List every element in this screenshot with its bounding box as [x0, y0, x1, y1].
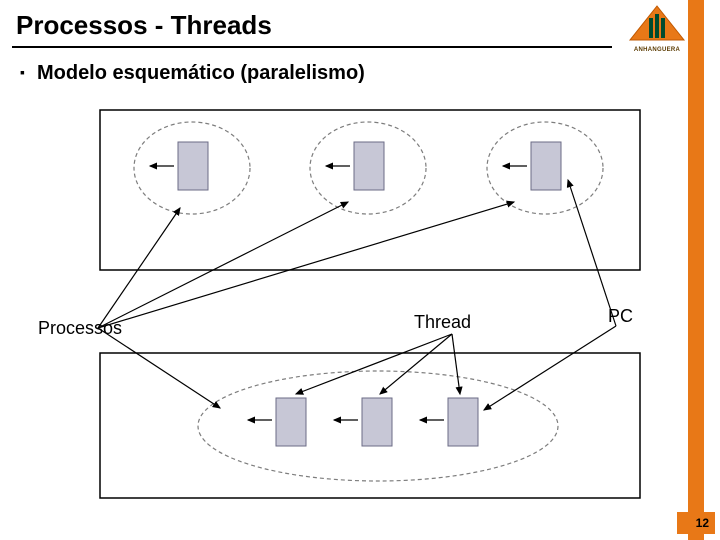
slide: Processos - Threads Modelo esquemático (… — [0, 0, 720, 540]
label-pc: PC — [608, 306, 633, 327]
page-title: Processos - Threads — [16, 10, 272, 41]
title-rule — [12, 46, 612, 48]
brand-logo: ANHANGUERA — [626, 4, 688, 54]
subtitle-bullet: Modelo esquemático (paralelismo) — [20, 62, 365, 85]
page-number: 12 — [677, 512, 715, 534]
brand-caption: ANHANGUERA — [626, 47, 688, 53]
label-processos: Processos — [38, 318, 122, 339]
label-thread: Thread — [414, 312, 471, 333]
schematic-diagram: Processos Thread PC — [60, 98, 660, 500]
side-accent-band — [688, 0, 704, 540]
